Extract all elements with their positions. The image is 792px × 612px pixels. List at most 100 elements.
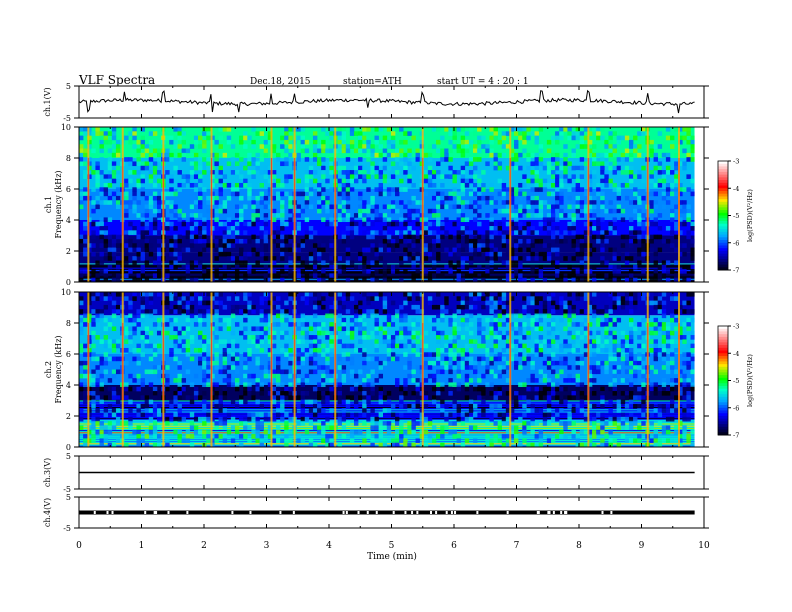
spectrogram-cell [177, 300, 182, 306]
spectrogram-cell [456, 347, 461, 353]
spectrogram-cell [567, 403, 572, 409]
spectrogram-cell [501, 187, 507, 192]
spectrogram-cell [665, 343, 671, 349]
spectrogram-cell [317, 326, 322, 332]
spectrogram-cell [427, 277, 433, 282]
spectrogram-cell [436, 213, 441, 218]
spectrogram-cell [247, 373, 252, 379]
spectrogram-cell [485, 395, 490, 400]
spectrogram-cell [653, 221, 658, 227]
spectrogram-cell [234, 187, 240, 192]
spectrogram-cell [251, 204, 256, 210]
spectrogram-cell [358, 317, 363, 323]
spectrogram-cell [382, 213, 388, 218]
spectrogram-cell [477, 343, 482, 349]
spectrogram-cell [649, 322, 654, 327]
spectrogram-cell [83, 131, 88, 136]
spectrogram-cell [546, 213, 552, 218]
spectrogram-cell [300, 269, 306, 274]
spectrogram-cell [587, 187, 593, 192]
spectrogram-cell [284, 330, 289, 336]
spectrogram-cell [280, 408, 285, 413]
spectrogram-cell [140, 269, 145, 274]
spectrogram-cell [99, 382, 104, 388]
spectrogram-cell [587, 438, 593, 443]
spectrogram-cell [267, 335, 273, 340]
spectrogram-cell [341, 326, 347, 332]
spectrogram-cell [259, 412, 264, 418]
spectrogram-cell [378, 187, 384, 192]
spectrogram-cell [234, 434, 240, 439]
spectrogram-cell [173, 326, 178, 332]
spectrogram-cell [99, 429, 104, 435]
spectrogram-cell [505, 399, 511, 405]
spectrogram-cell [395, 243, 400, 248]
spectrogram-cell [374, 127, 379, 132]
spectrogram-cell [628, 382, 634, 388]
spectrogram-cell [526, 356, 531, 362]
spectrogram-cell [362, 421, 367, 426]
spectrogram-cell [280, 191, 285, 197]
spectrogram-cell [280, 213, 285, 218]
spectrogram-cell [239, 195, 244, 201]
spectrogram-cell [300, 144, 306, 149]
spectrogram-cell [165, 217, 170, 223]
spectrogram-cell [267, 191, 273, 197]
spectrogram-cell [522, 226, 527, 231]
spectrogram-cell [87, 378, 92, 383]
spectrogram-cell [550, 247, 556, 253]
spectrogram-cell [288, 382, 293, 388]
spectrogram-cell [612, 356, 617, 362]
spectrogram-cell [505, 408, 511, 413]
spectrogram-cell [144, 208, 150, 214]
spectrogram-cell [259, 386, 264, 392]
spectrogram-cell [103, 243, 109, 248]
spectrogram-cell [600, 391, 605, 396]
spectrogram-cell [620, 330, 626, 336]
spectrogram-cell [550, 416, 556, 422]
spectrogram-cell [489, 330, 494, 336]
spectrogram-cell [509, 313, 515, 319]
spectrogram-cell [481, 277, 486, 282]
spectrogram-cell [678, 251, 683, 257]
spectrogram-cell [456, 326, 461, 332]
spectrogram-cell [165, 322, 170, 327]
spectrogram-cell [530, 187, 535, 192]
spectrogram-cell [678, 187, 683, 192]
spectrogram-cell [345, 226, 351, 231]
spectrogram-cell [288, 335, 293, 340]
spectrogram-cell [378, 309, 384, 314]
spectrogram-cell [403, 292, 408, 297]
spectrogram-cell [542, 256, 548, 261]
spectrogram-cell [608, 330, 613, 336]
spectrogram-cell [222, 339, 228, 344]
spectrogram-cell [678, 200, 683, 205]
spectrogram-cell [534, 352, 539, 357]
spectrogram-cell [353, 226, 359, 231]
spectrogram-cell [83, 157, 88, 162]
spectrogram-cell [296, 326, 301, 332]
spectrogram-cell [144, 161, 150, 167]
spectrogram-cell [592, 264, 597, 270]
spectrogram-cell [255, 335, 260, 340]
spectrogram-cell [337, 139, 342, 145]
spectrogram-cell [271, 335, 277, 340]
spectrogram-cell [181, 326, 187, 332]
spectrogram-cell [349, 191, 355, 197]
spectrogram-cell [329, 322, 334, 327]
spectrogram-cell [464, 161, 470, 167]
spectrogram-cell [83, 191, 88, 197]
spectrogram-cell [546, 399, 552, 405]
spectrogram-cell [202, 187, 207, 192]
spectrogram-cell [497, 178, 503, 184]
spectrogram-cell [358, 144, 363, 149]
spectrogram-cell [140, 234, 145, 240]
spectrogram-cell [263, 317, 269, 323]
spectrogram-cell [485, 264, 490, 270]
spectrogram-cell [624, 395, 630, 400]
spectrogram-cell [214, 391, 219, 396]
spectrogram-cell [505, 339, 511, 344]
spectrogram-cell [661, 238, 667, 244]
spectrogram-cell [124, 386, 129, 392]
spectrogram-cell [103, 277, 109, 282]
